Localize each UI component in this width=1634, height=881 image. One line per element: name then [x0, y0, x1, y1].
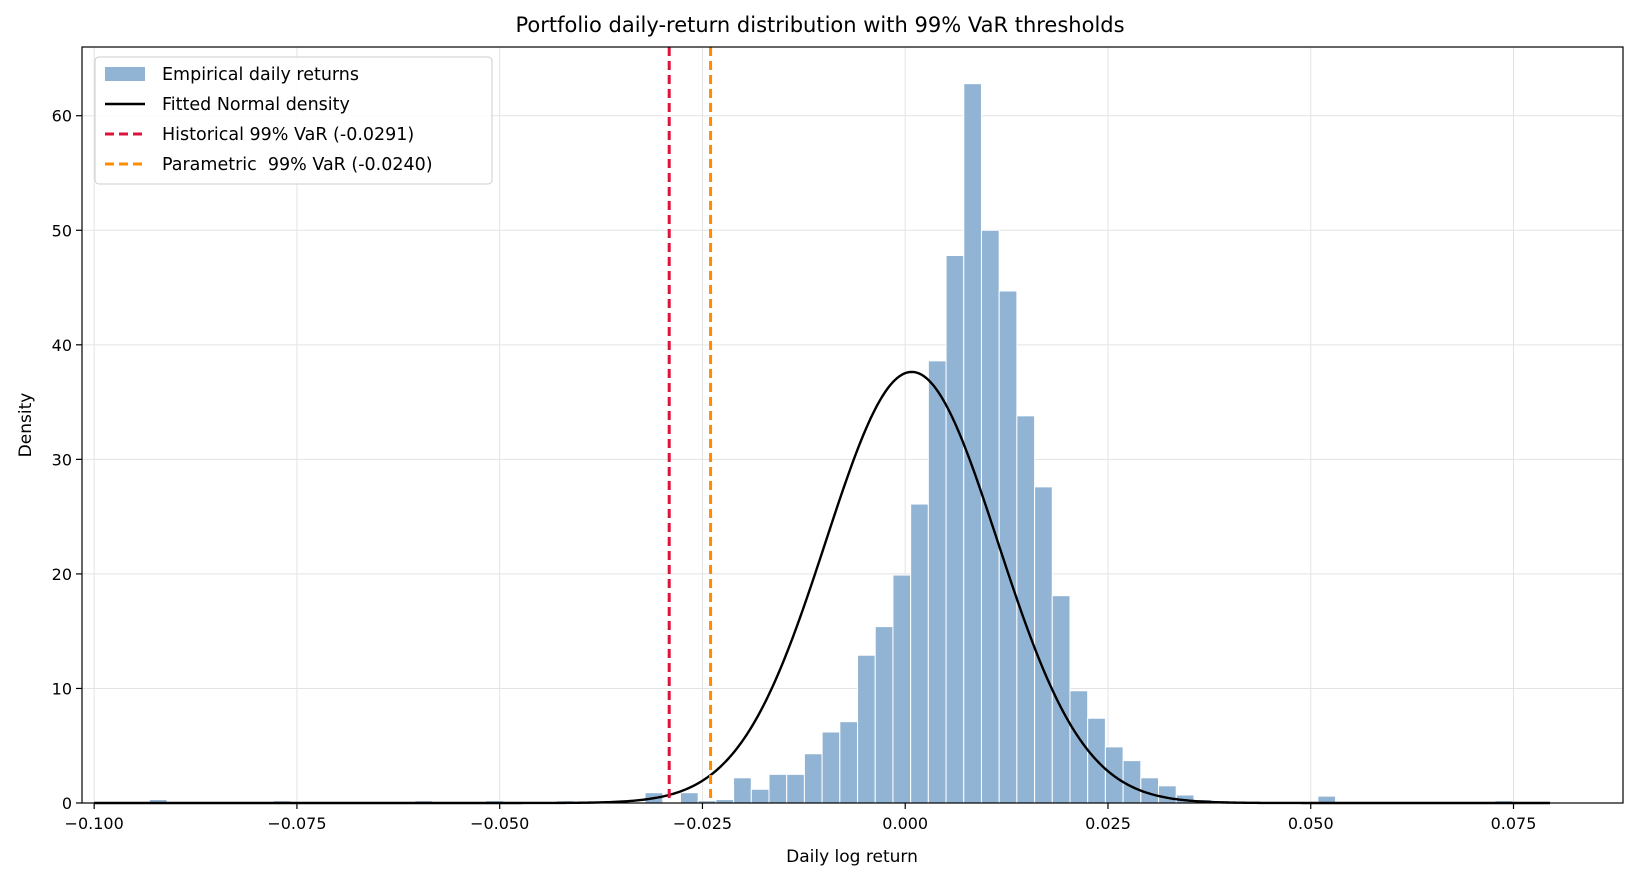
x-tick-label: 0.000: [882, 814, 928, 833]
histogram-bar: [1158, 785, 1177, 804]
legend-label-parametric-var: Parametric 99% VaR (-0.0240): [162, 155, 433, 175]
y-axis-label: Density: [16, 393, 36, 458]
histogram-bar: [857, 654, 876, 804]
legend-label-histogram: Empirical daily returns: [162, 65, 359, 85]
histogram-bar: [803, 753, 823, 804]
histogram-bar: [839, 721, 859, 804]
x-tick-label: −0.075: [267, 814, 326, 833]
histogram-bar: [679, 792, 699, 804]
y-tick-label: 40: [52, 336, 72, 355]
histogram-bar: [750, 788, 770, 804]
x-tick-label: −0.050: [470, 814, 529, 833]
histogram-bar: [945, 254, 965, 804]
histogram-bar: [1034, 486, 1053, 804]
histogram-bar: [1051, 595, 1071, 804]
histogram-bar: [786, 773, 805, 804]
y-axis-ticks: 0 10 20 30 40 50 60: [52, 107, 82, 813]
histogram-bar: [821, 731, 841, 804]
histogram-bar: [963, 83, 982, 804]
plot-frame: [81, 46, 1624, 804]
histogram-bar: [892, 574, 912, 804]
x-tick-label: 0.050: [1288, 814, 1334, 833]
histogram-bar: [874, 626, 894, 804]
y-tick-label: 50: [52, 221, 72, 240]
x-axis-ticks: −0.100 −0.075 −0.050 −0.025 0.000 0.025 0.050 0…: [65, 803, 1537, 833]
x-tick-label: −0.025: [673, 814, 732, 833]
x-tick-label: 0.025: [1085, 814, 1131, 833]
y-tick-label: 30: [52, 450, 72, 469]
chart-title: Portfolio daily-return distribution with…: [515, 13, 1124, 37]
legend-label-historical-var: Historical 99% VaR (-0.0291): [162, 125, 414, 145]
histogram-bar: [1122, 760, 1142, 804]
legend-label-normal: Fitted Normal density: [162, 95, 350, 115]
y-tick-label: 20: [52, 565, 72, 584]
x-tick-label: 0.075: [1491, 814, 1537, 833]
x-tick-label: −0.100: [65, 814, 124, 833]
legend: Empirical daily returns Fitted Normal de…: [94, 56, 493, 185]
histogram-bar: [768, 773, 788, 804]
x-axis-label: Daily log return: [786, 847, 918, 867]
y-tick-label: 0: [62, 794, 72, 813]
histogram-bar: [733, 777, 752, 804]
histogram-bar: [927, 360, 947, 804]
histogram-bar: [910, 503, 929, 804]
y-tick-label: 10: [52, 679, 72, 698]
legend-box: [94, 56, 493, 185]
y-tick-label: 60: [52, 107, 72, 126]
histogram-bar: [998, 290, 1018, 804]
legend-swatch-histogram: [105, 67, 145, 81]
histogram-bars: [148, 83, 1514, 804]
